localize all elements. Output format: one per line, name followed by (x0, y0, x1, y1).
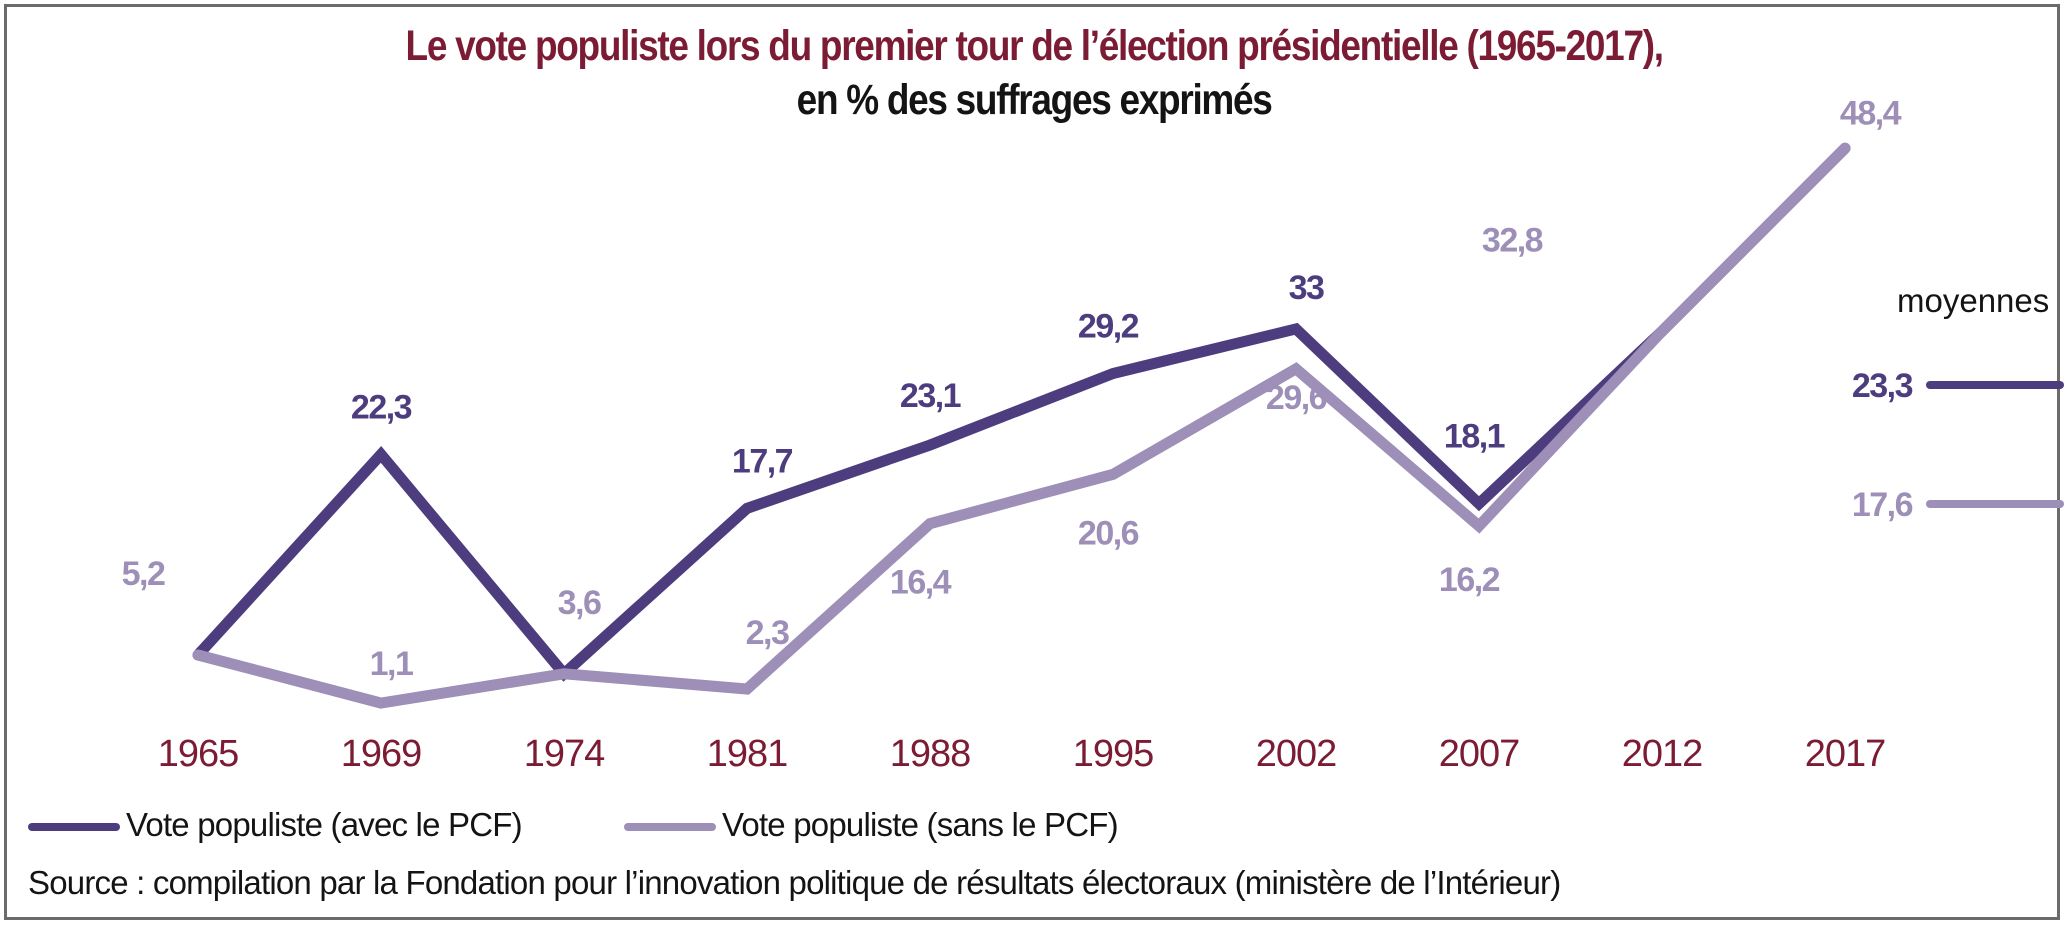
series-line-avec-pcf (192, 142, 1851, 682)
chart-frame (4, 4, 2060, 920)
x-tick-label: 2017 (1805, 733, 1886, 775)
average-value-label: 17,6 (1852, 486, 1913, 524)
chart-title: Le vote populiste lors du premier tour d… (405, 22, 1665, 70)
legend-item-avec-pcf: Vote populiste (avec le PCF) (28, 806, 523, 844)
legend-label-sans-pcf: Vote populiste (sans le PCF) (722, 806, 1119, 843)
data-label: 5,2 (122, 555, 165, 593)
data-label: 33 (1289, 269, 1324, 307)
data-label: 1,1 (370, 645, 413, 683)
x-tick-label: 1995 (1073, 733, 1154, 775)
data-label: 16,2 (1439, 561, 1500, 599)
x-tick-label: 2012 (1622, 733, 1703, 775)
data-label: 17,7 (732, 442, 793, 480)
legend-swatch-sans-pcf (624, 823, 716, 832)
x-tick-label: 1969 (341, 733, 422, 775)
data-label: 2,3 (746, 614, 789, 652)
data-label: 18,1 (1444, 418, 1505, 456)
x-tick-label: 2002 (1256, 733, 1337, 775)
data-label: 16,4 (890, 564, 952, 602)
source-note: Source : compilation par la Fondation po… (28, 864, 1561, 901)
x-tick-label: 1981 (707, 733, 788, 775)
data-label: 29,2 (1078, 307, 1139, 345)
data-label: 20,6 (1078, 514, 1139, 552)
legend-item-sans-pcf: Vote populiste (sans le PCF) (624, 806, 1119, 844)
x-tick-label: 1974 (524, 733, 605, 775)
legend-label-avec-pcf: Vote populiste (avec le PCF) (126, 806, 523, 843)
x-tick-label: 2007 (1439, 733, 1520, 775)
series-line-sans-pcf (192, 142, 1851, 709)
averages-heading: moyennes (1897, 282, 2050, 319)
data-label: 22,3 (351, 388, 412, 426)
data-label: 29,6 (1266, 379, 1327, 417)
x-tick-label: 1965 (158, 733, 239, 775)
average-value-label: 23,3 (1852, 367, 1913, 405)
data-label: 23,1 (900, 377, 961, 415)
data-label: 3,6 (558, 584, 601, 622)
chart-subtitle: en % des suffrages exprimés (796, 76, 1273, 124)
data-label: 48,4 (1840, 94, 1902, 132)
x-tick-label: 1988 (890, 733, 971, 775)
legend-swatch-avec-pcf (28, 823, 120, 832)
data-label: 32,8 (1482, 221, 1543, 259)
